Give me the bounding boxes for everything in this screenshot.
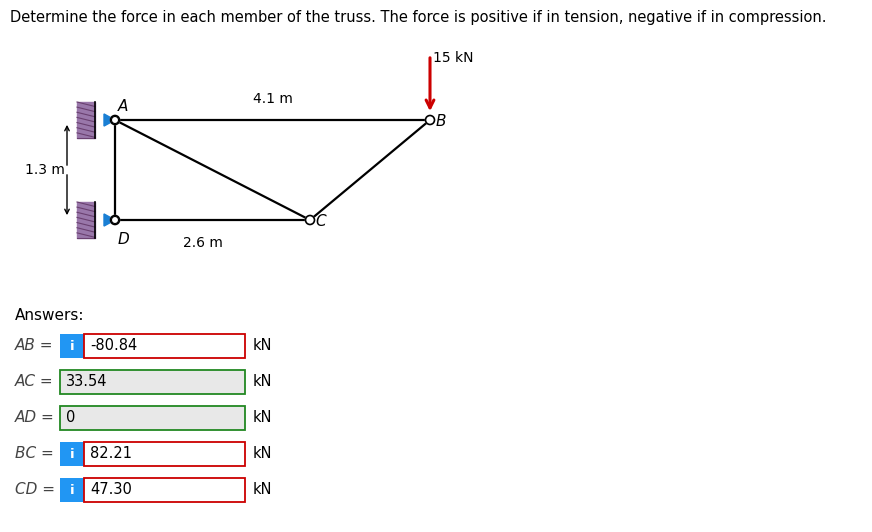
Text: B: B	[436, 113, 446, 129]
Text: A: A	[118, 99, 128, 114]
Bar	[77, 202, 95, 238]
Text: kN: kN	[253, 411, 272, 426]
Text: 47.30: 47.30	[90, 483, 132, 497]
Text: AD =: AD =	[15, 411, 55, 426]
Text: kN: kN	[253, 483, 272, 497]
Bar	[77, 102, 95, 138]
Circle shape	[112, 217, 119, 223]
Text: -80.84: -80.84	[90, 338, 137, 353]
Text: AC =: AC =	[15, 375, 53, 389]
Text: Determine the force in each member of the truss. The force is positive if in ten: Determine the force in each member of th…	[10, 10, 827, 25]
Text: CD =: CD =	[15, 483, 55, 497]
Polygon shape	[104, 214, 115, 226]
FancyBboxPatch shape	[60, 442, 84, 466]
Text: 0: 0	[66, 411, 75, 426]
Text: AB =: AB =	[15, 338, 53, 353]
Text: kN: kN	[253, 375, 272, 389]
FancyBboxPatch shape	[60, 478, 84, 502]
Text: 2.6 m: 2.6 m	[182, 236, 222, 250]
FancyBboxPatch shape	[84, 442, 245, 466]
Circle shape	[112, 117, 119, 123]
Text: 4.1 m: 4.1 m	[253, 92, 292, 106]
Text: 15 kN: 15 kN	[433, 51, 473, 65]
Text: D: D	[118, 232, 130, 247]
Text: Answers:: Answers:	[15, 308, 85, 323]
Text: C: C	[315, 214, 325, 229]
FancyBboxPatch shape	[84, 478, 245, 502]
Text: 1.3 m: 1.3 m	[25, 163, 65, 177]
FancyBboxPatch shape	[60, 334, 84, 358]
FancyBboxPatch shape	[84, 334, 245, 358]
Text: 33.54: 33.54	[66, 375, 107, 389]
Circle shape	[111, 215, 119, 225]
Text: i: i	[70, 447, 74, 461]
Circle shape	[426, 115, 434, 124]
Text: BC =: BC =	[15, 446, 54, 461]
Text: i: i	[70, 339, 74, 353]
FancyBboxPatch shape	[60, 370, 245, 394]
Text: 82.21: 82.21	[90, 446, 132, 461]
Circle shape	[305, 215, 315, 225]
FancyBboxPatch shape	[60, 406, 245, 430]
Text: kN: kN	[253, 446, 272, 461]
Polygon shape	[104, 114, 115, 126]
Text: i: i	[70, 484, 74, 496]
Circle shape	[111, 115, 119, 124]
Text: kN: kN	[253, 338, 272, 353]
